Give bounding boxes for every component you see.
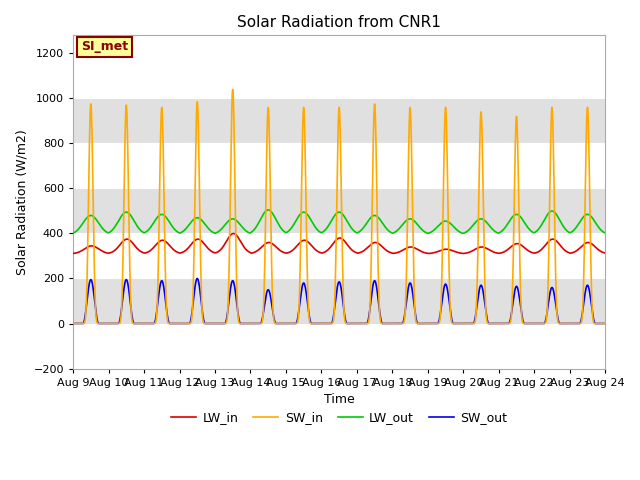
SW_out bbox=[602, 321, 609, 326]
LW_in bbox=[601, 250, 609, 256]
Line: LW_out: LW_out bbox=[73, 210, 605, 233]
Bar bbox=[73, 53, 605, 98]
SW_out bbox=[319, 321, 327, 326]
SW_in bbox=[429, 321, 436, 326]
SW_in bbox=[458, 321, 466, 326]
SW_in bbox=[488, 321, 496, 326]
SW_out bbox=[165, 319, 173, 325]
LW_out bbox=[264, 207, 272, 213]
SW_in bbox=[165, 321, 173, 326]
LW_in bbox=[458, 251, 466, 256]
LW_in bbox=[429, 250, 436, 256]
SW_in bbox=[319, 321, 327, 326]
Bar bbox=[73, 324, 605, 369]
LW_out bbox=[429, 228, 436, 234]
SW_in bbox=[229, 86, 237, 92]
SW_out bbox=[458, 321, 466, 326]
Y-axis label: Solar Radiation (W/m2): Solar Radiation (W/m2) bbox=[15, 129, 28, 275]
Bar bbox=[73, 278, 605, 324]
LW_out bbox=[489, 227, 497, 232]
LW_in bbox=[165, 241, 173, 247]
Bar bbox=[73, 144, 605, 189]
LW_out bbox=[459, 230, 467, 236]
X-axis label: Time: Time bbox=[324, 393, 355, 406]
SW_out bbox=[193, 276, 201, 281]
LW_out bbox=[69, 230, 77, 236]
Title: Solar Radiation from CNR1: Solar Radiation from CNR1 bbox=[237, 15, 441, 30]
LW_in bbox=[602, 250, 609, 256]
Legend: LW_in, SW_in, LW_out, SW_out: LW_in, SW_in, LW_out, SW_out bbox=[166, 406, 512, 429]
SW_out bbox=[488, 321, 496, 326]
LW_in bbox=[425, 251, 433, 256]
LW_out bbox=[165, 218, 173, 224]
Bar bbox=[73, 233, 605, 278]
SW_in bbox=[601, 321, 609, 326]
LW_out bbox=[601, 230, 609, 236]
LW_in bbox=[489, 249, 497, 254]
Line: LW_in: LW_in bbox=[73, 233, 605, 253]
LW_in bbox=[319, 250, 327, 255]
SW_in bbox=[602, 321, 609, 326]
SW_out bbox=[429, 321, 436, 326]
SW_out bbox=[69, 321, 77, 326]
SW_out bbox=[601, 321, 609, 326]
Line: SW_in: SW_in bbox=[73, 89, 605, 324]
Bar bbox=[73, 98, 605, 144]
LW_out bbox=[602, 230, 609, 236]
LW_in bbox=[230, 230, 237, 236]
SW_in bbox=[69, 321, 77, 326]
LW_out bbox=[458, 230, 466, 236]
Line: SW_out: SW_out bbox=[73, 278, 605, 324]
LW_in bbox=[69, 251, 77, 256]
LW_out bbox=[319, 229, 327, 235]
Bar bbox=[73, 189, 605, 233]
Text: SI_met: SI_met bbox=[81, 40, 128, 53]
